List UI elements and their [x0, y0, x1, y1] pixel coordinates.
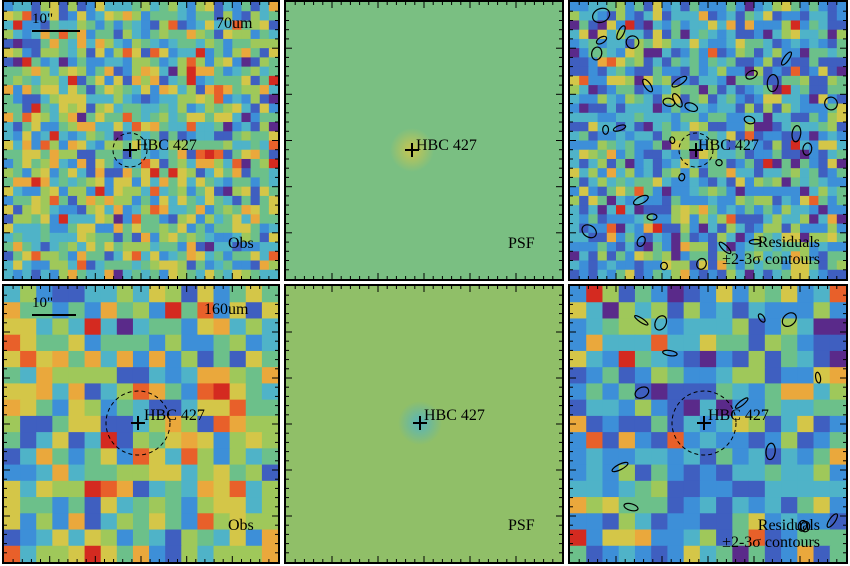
pixel-grid [4, 286, 278, 562]
target-label: HBC 427 [708, 407, 769, 424]
residuals-label: Residuals [757, 517, 820, 534]
panel-70um-residuals: HBC 427 Residuals ±2-3σ contours [568, 0, 848, 281]
scale-bar-label: 10" [32, 11, 54, 27]
target-label: HBC 427 [144, 407, 205, 424]
panel-70um-psf: HBC 427 PSF [284, 0, 564, 281]
panel-160um-psf: HBC 427 PSF [284, 284, 564, 564]
target-label: HBC 427 [698, 137, 759, 154]
scale-bar-line [32, 30, 80, 32]
source-marker [112, 132, 148, 168]
source-marker [105, 390, 171, 456]
map-70um-psf [286, 2, 562, 279]
source-marker [678, 132, 714, 168]
axis-ticks [4, 2, 278, 279]
contours-label: ±2-3σ contours [722, 251, 820, 268]
map-160um-psf [286, 286, 562, 562]
band-label-70um: 70um [216, 15, 253, 32]
panel-70um-obs: 10" 70um HBC 427 Obs [2, 0, 280, 281]
scale-bar-line [32, 314, 76, 316]
panel-160um-obs: 10" 160um HBC 427 Obs [2, 284, 280, 564]
pixel-grid [570, 2, 846, 279]
axis-ticks [4, 286, 278, 562]
obs-label: Obs [228, 517, 254, 534]
obs-label: Obs [228, 235, 254, 252]
pixel-grid [570, 286, 846, 562]
source-marker [671, 390, 737, 456]
source-marker [413, 416, 427, 430]
map-160um-obs [4, 286, 278, 562]
psf-label: PSF [508, 517, 535, 534]
target-label: HBC 427 [136, 137, 197, 154]
contours-label: ±2-3σ contours [722, 534, 820, 551]
target-label: HBC 427 [424, 407, 485, 424]
residual-contours [581, 7, 838, 271]
psf-label: PSF [508, 235, 535, 252]
source-marker [405, 143, 419, 157]
panel-160um-residuals: HBC 427 Residuals ±2-3σ contours [568, 284, 848, 564]
axis-ticks [570, 2, 846, 279]
residuals-label: Residuals [757, 234, 820, 251]
map-70um-residuals [570, 2, 846, 279]
map-70um-obs [4, 2, 278, 279]
axis-ticks [286, 2, 562, 279]
residual-contours [611, 312, 839, 533]
pixel-grid [4, 2, 278, 279]
target-label: HBC 427 [416, 137, 477, 154]
band-label-160um: 160um [204, 301, 249, 318]
scale-bar-label: 10" [32, 295, 54, 311]
map-160um-residuals [570, 286, 846, 562]
axis-ticks [570, 286, 846, 562]
axis-ticks [286, 286, 562, 562]
